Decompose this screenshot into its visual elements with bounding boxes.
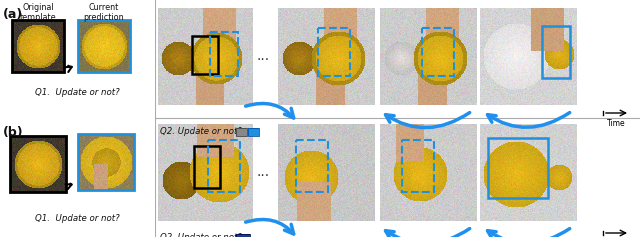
Text: Time: Time — [607, 119, 625, 128]
Bar — [236, 234, 250, 237]
FancyArrowPatch shape — [65, 184, 72, 189]
Bar — [78, 20, 130, 72]
Bar — [0, 118, 155, 237]
Bar — [192, 36, 218, 74]
Bar — [194, 146, 220, 188]
Bar — [488, 138, 548, 198]
Bar — [208, 140, 240, 192]
FancyArrowPatch shape — [488, 228, 570, 237]
Text: Q1.  Update or not?: Q1. Update or not? — [35, 214, 120, 223]
Bar — [0, 0, 155, 118]
Text: Q1.  Update or not?: Q1. Update or not? — [35, 88, 120, 97]
FancyArrowPatch shape — [385, 228, 470, 237]
Bar — [236, 234, 250, 237]
Bar — [248, 128, 259, 136]
FancyArrowPatch shape — [385, 113, 470, 128]
Bar — [318, 28, 350, 76]
Bar — [248, 128, 259, 136]
Bar — [296, 140, 328, 192]
Text: Original
template: Original template — [20, 3, 56, 23]
Text: (b): (b) — [3, 126, 24, 139]
Bar — [78, 134, 134, 190]
FancyArrowPatch shape — [65, 66, 72, 72]
Bar — [422, 28, 454, 76]
Text: Q2. Update or not?: Q2. Update or not? — [160, 233, 242, 237]
Bar — [210, 32, 238, 76]
Text: ...: ... — [257, 49, 269, 63]
FancyArrowPatch shape — [246, 219, 294, 234]
Text: (a): (a) — [3, 8, 23, 21]
Bar — [12, 20, 64, 72]
Bar — [236, 128, 247, 136]
FancyArrowPatch shape — [488, 113, 570, 127]
Bar — [236, 128, 247, 136]
Text: Q2. Update or not?: Q2. Update or not? — [160, 127, 242, 136]
Text: ...: ... — [257, 165, 269, 179]
Bar — [542, 26, 570, 78]
Bar — [10, 136, 66, 192]
Bar — [402, 140, 434, 192]
FancyArrowPatch shape — [246, 104, 294, 118]
Text: Current
prediction: Current prediction — [84, 3, 124, 23]
